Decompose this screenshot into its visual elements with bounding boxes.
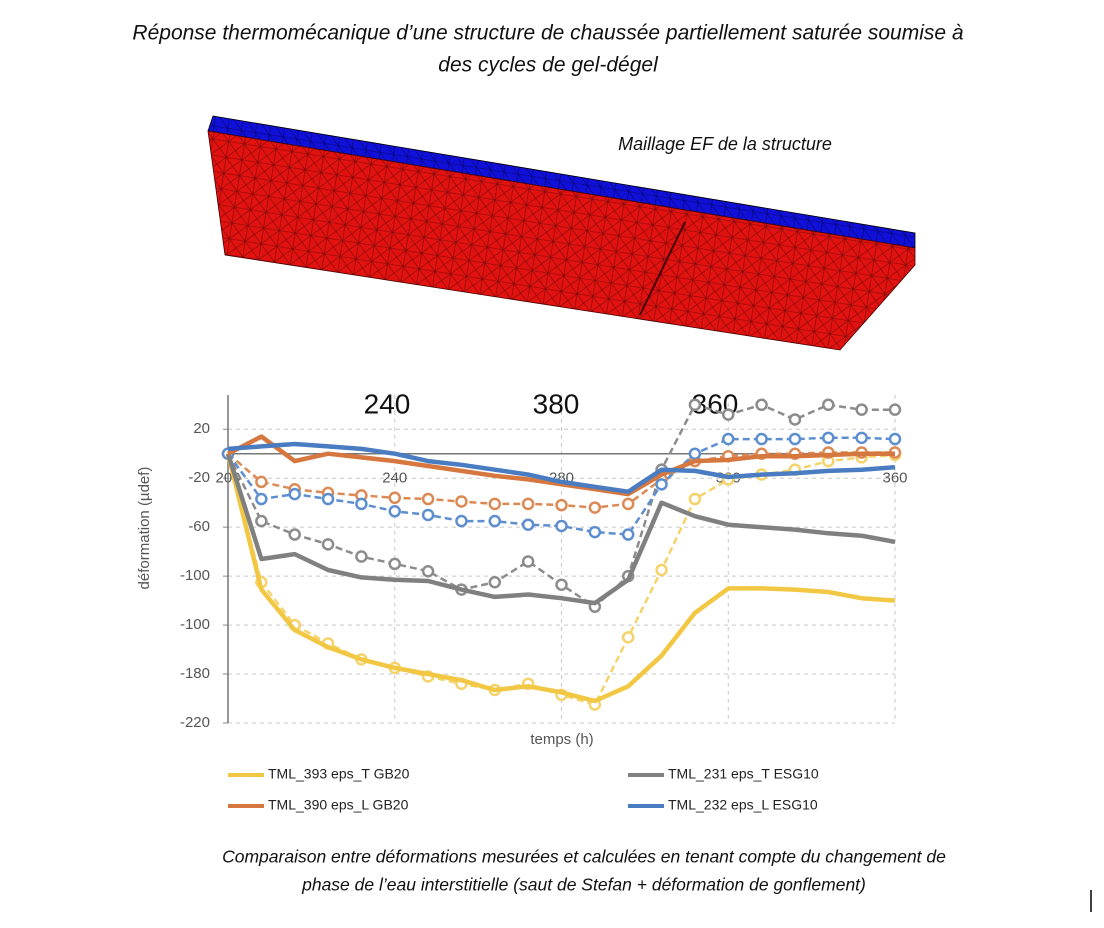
marker	[321, 538, 335, 551]
marker	[788, 432, 802, 446]
marker	[355, 497, 368, 511]
marker	[488, 497, 502, 511]
marker	[321, 492, 335, 506]
x-axis-label: temps (h)	[530, 731, 593, 748]
marker	[555, 578, 568, 591]
y-tick-label: -60	[188, 518, 210, 535]
marker	[388, 491, 401, 505]
marker	[521, 555, 535, 568]
marker	[355, 550, 368, 563]
marker	[555, 519, 568, 533]
marker	[555, 498, 568, 512]
marker	[621, 631, 635, 644]
y-tick-label: -20	[188, 469, 210, 486]
marker	[455, 514, 468, 528]
marker	[388, 505, 401, 518]
marker	[255, 475, 268, 489]
measured-line	[225, 453, 896, 704]
marker	[722, 408, 735, 421]
annotation: 380	[533, 388, 580, 419]
marker	[621, 528, 635, 541]
marker	[588, 501, 602, 514]
marker	[455, 495, 468, 508]
legend-label: TML_390 eps_L GB20	[268, 797, 409, 813]
legend-label: TML_232 eps_L ESG10	[668, 797, 818, 813]
marker	[255, 514, 268, 528]
marker	[788, 413, 802, 426]
marker	[688, 492, 702, 506]
marker	[688, 447, 702, 460]
marker	[421, 508, 435, 522]
simulated-line	[226, 436, 896, 536]
marker	[521, 497, 535, 511]
measured-line	[226, 434, 895, 497]
marker	[288, 528, 301, 541]
annotation: 240	[364, 388, 411, 419]
marker	[388, 557, 401, 571]
marker	[888, 432, 902, 446]
marker	[288, 487, 301, 501]
legend-label: TML_393 eps_T GB20	[268, 766, 410, 782]
caption-line: phase de l’eau interstitielle (saut de S…	[301, 875, 866, 895]
marker	[722, 432, 735, 446]
marker	[521, 518, 535, 531]
legend-label: TML_231 eps_T ESG10	[668, 766, 819, 782]
y-tick-label: -180	[180, 665, 210, 682]
marker	[755, 432, 768, 446]
mesh-label: Maillage EF de la structure	[618, 134, 832, 154]
caption-line: Comparaison entre déformations mesurées …	[222, 847, 946, 867]
measured-line	[227, 441, 896, 494]
marker	[855, 403, 868, 416]
mesh-illustration	[207, 115, 916, 351]
y-tick-label: -220	[180, 714, 210, 731]
marker	[755, 398, 768, 412]
measured-line	[225, 453, 896, 606]
marker	[655, 478, 668, 491]
y-axis-label: déformation (µdef)	[136, 467, 153, 590]
marker	[421, 492, 435, 506]
marker	[421, 564, 435, 578]
y-tick-label: -100	[180, 567, 210, 584]
y-tick-label: 20	[193, 420, 210, 437]
marker	[621, 497, 635, 511]
marker	[822, 398, 835, 412]
title-line: Réponse thermomécanique d’une structure …	[132, 22, 963, 45]
marker	[588, 525, 602, 539]
marker	[688, 398, 702, 412]
marker	[255, 492, 268, 506]
marker	[488, 514, 502, 528]
marker	[855, 431, 868, 445]
marker	[655, 563, 668, 577]
y-tick-label: -100	[180, 616, 210, 633]
marker	[888, 403, 902, 416]
marker	[488, 576, 502, 589]
title-line: des cycles de gel-dégel	[438, 54, 659, 77]
marker	[822, 431, 835, 445]
